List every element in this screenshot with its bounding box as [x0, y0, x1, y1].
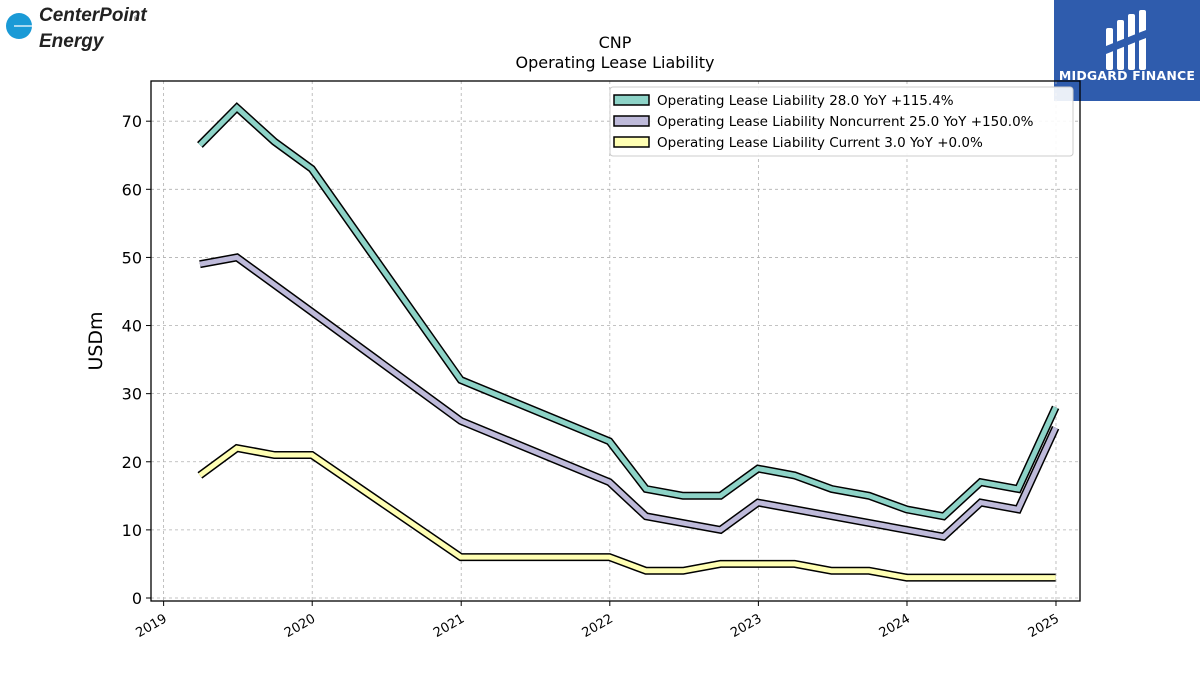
- series-lines: [197, 102, 1060, 582]
- y-tick-label: 30: [122, 385, 142, 404]
- x-tick-label: 2024: [877, 611, 913, 641]
- x-tick-label: 2025: [1026, 611, 1062, 641]
- legend-label: Operating Lease Liability Noncurrent 25.…: [657, 114, 1034, 130]
- y-tick-label: 10: [122, 521, 142, 540]
- series-outline: [199, 253, 1060, 541]
- y-tick-label: 40: [122, 317, 142, 336]
- axis-ticks: 0 10 20 30 40 50 60 70 2019 2020 2021 2022 2023 2024 2…: [122, 112, 1062, 641]
- y-tick-label: 20: [122, 453, 142, 472]
- x-tick-label: 2022: [580, 611, 616, 641]
- series-outline: [197, 102, 1060, 521]
- y-tick-label: 50: [122, 248, 142, 267]
- chart-subtitle: Operating Lease Liability: [515, 53, 714, 72]
- logo-line2: Energy: [39, 31, 105, 52]
- midgard-emblem-icon: [1106, 10, 1146, 70]
- grid-lines: [151, 81, 1080, 601]
- y-tick-label: 60: [122, 180, 142, 199]
- legend-swatch: [613, 136, 650, 148]
- x-tick-label: 2019: [133, 611, 169, 641]
- x-tick-label: 2021: [431, 611, 467, 641]
- chart-title: CNP: [599, 33, 632, 52]
- x-tick-label: 2023: [728, 611, 764, 641]
- legend-label: Operating Lease Liability Current 3.0 Yo…: [657, 135, 983, 151]
- midgard-finance-text: MIDGARD FINANCE: [1058, 68, 1196, 83]
- legend-swatch: [613, 115, 650, 127]
- y-tick-label: 70: [122, 112, 142, 131]
- legend: Operating Lease Liability 28.0 YoY +115.…: [609, 86, 1074, 157]
- x-tick-label: 2020: [282, 611, 318, 641]
- series-line: [198, 104, 1058, 519]
- legend-box: [609, 86, 1074, 157]
- registered-mark: ®: [133, 15, 140, 23]
- series-line: [198, 445, 1056, 581]
- centerpoint-logo: CenterPoint Energy ®: [0, 0, 150, 56]
- logo-line1: CenterPoint: [39, 5, 147, 26]
- series-line: [199, 254, 1058, 540]
- midgard-finance-logo: MIDGARD FINANCE: [1054, 0, 1200, 101]
- centerpoint-logo-svg: CenterPoint Energy ®: [6, 5, 147, 52]
- legend-label: Operating Lease Liability 28.0 YoY +115.…: [657, 93, 954, 109]
- plot-frame: [150, 80, 1081, 602]
- y-axis-label: USDm: [85, 311, 107, 370]
- y-tick-label: 0: [132, 589, 142, 608]
- legend-swatch: [613, 94, 650, 106]
